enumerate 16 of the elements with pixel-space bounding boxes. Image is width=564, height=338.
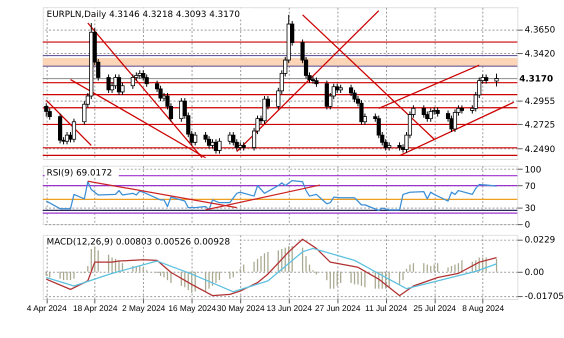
y-tick-label: 0.0229 bbox=[524, 236, 556, 246]
y-tick-label: 4.2725 bbox=[524, 120, 556, 131]
y-tick-label: 4.2955 bbox=[524, 97, 556, 108]
y-tick-label: 0.00 bbox=[524, 268, 544, 278]
y-tick-label: 70 bbox=[524, 182, 536, 192]
y-tick-label: 30 bbox=[524, 204, 536, 214]
y-tick-label: 0 bbox=[524, 220, 530, 231]
y-tick-label: 4.2490 bbox=[524, 144, 556, 155]
y-tick-label: -0.01705 bbox=[524, 292, 564, 302]
chart-title: MACD(12,26,9) 0.00803 0.00526 0.00928 bbox=[46, 238, 230, 248]
y-tick-label: 100 bbox=[524, 166, 542, 176]
y-tick-label: 4.3650 bbox=[524, 26, 556, 36]
chart-title: RSI(9) 69.0172 bbox=[46, 168, 112, 179]
y-tick-label: 4.3420 bbox=[524, 49, 556, 60]
chart-title: EURPLN,Daily 4.3146 4.3218 4.3093 4.3170 bbox=[46, 10, 240, 20]
ref-line-label: 4.3170 bbox=[519, 74, 554, 84]
